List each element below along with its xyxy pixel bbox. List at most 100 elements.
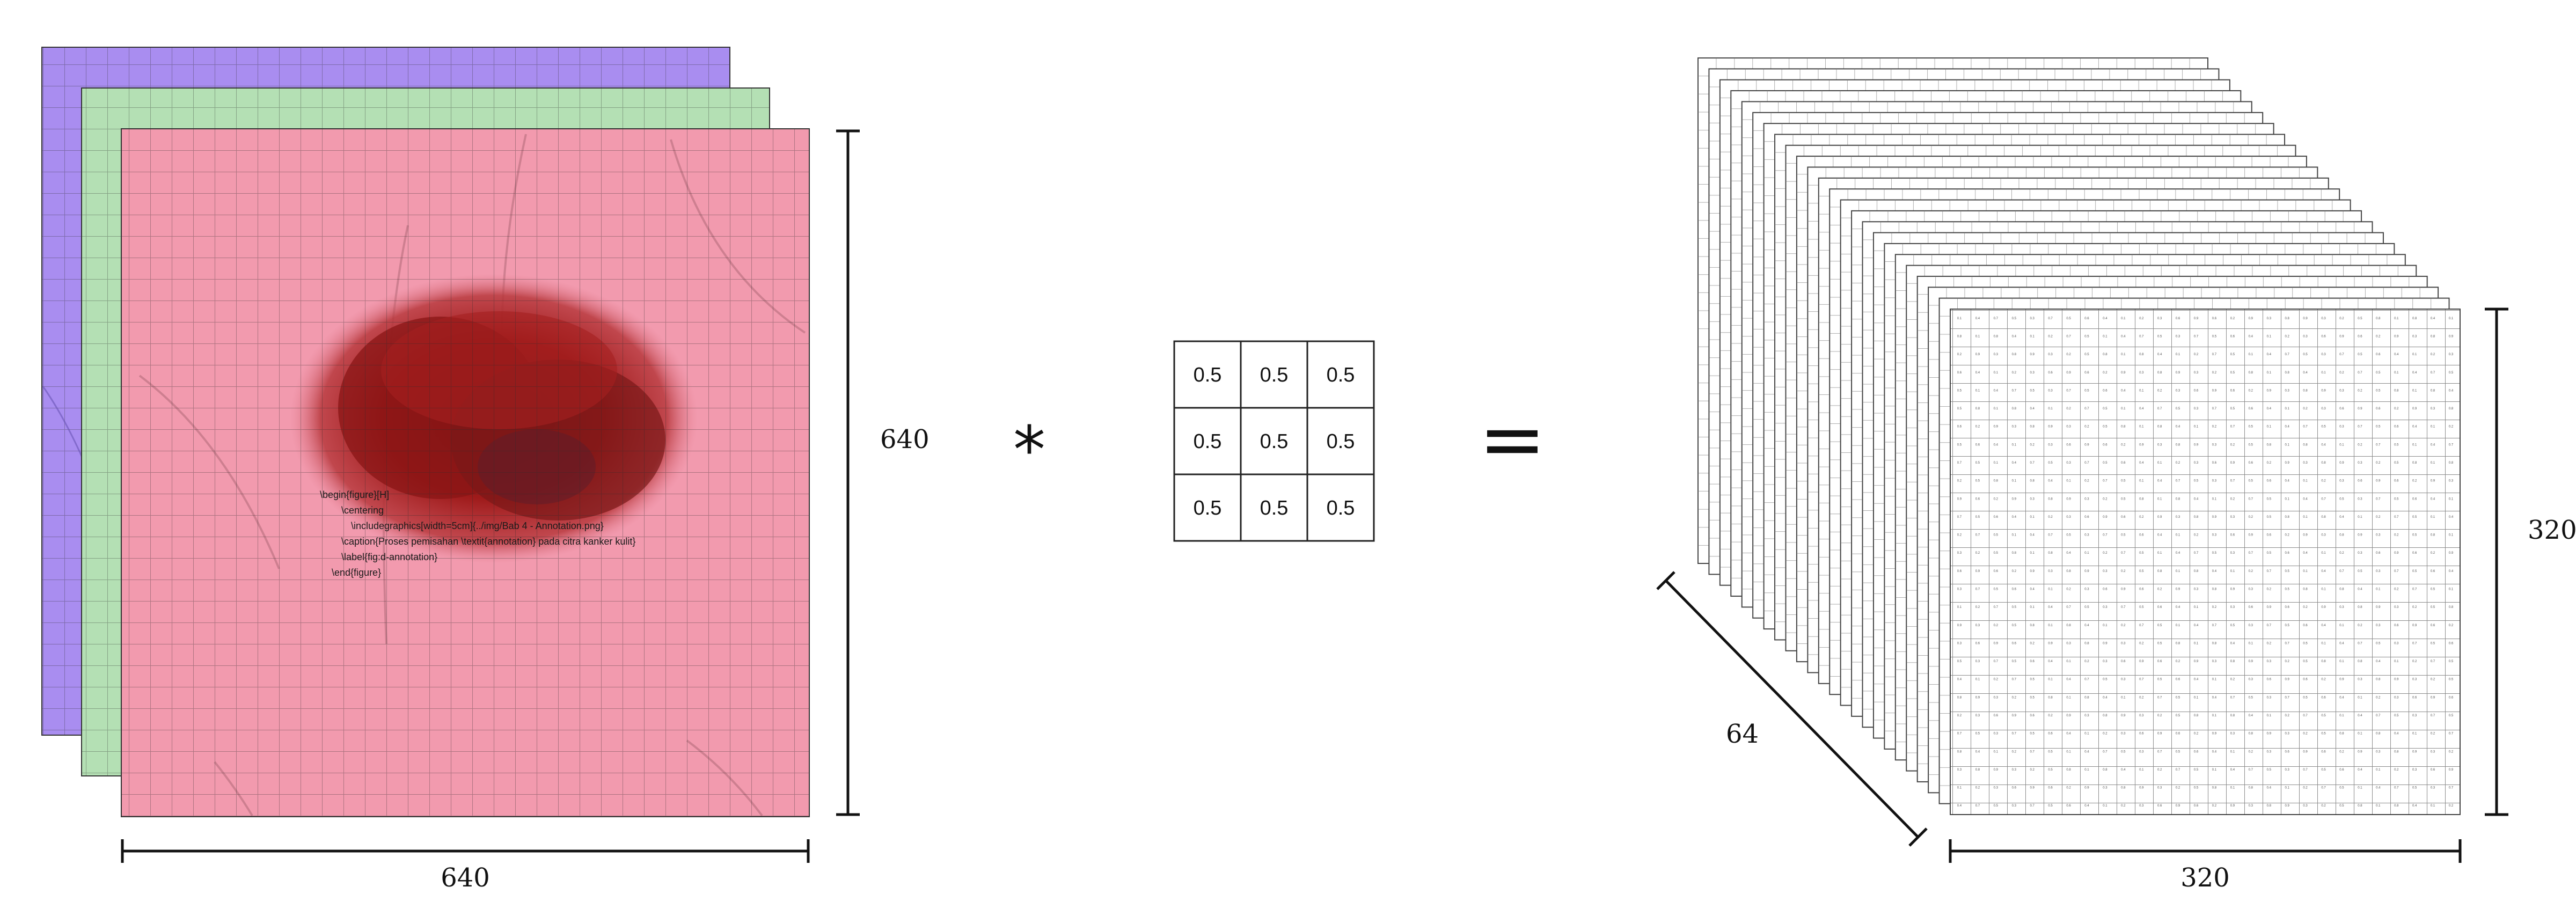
feature-value: 0.1 <box>2048 407 2053 410</box>
feature-value: 0.2 <box>2394 407 2399 410</box>
feature-value: 0.5 <box>2394 714 2399 717</box>
feature-value: 0.2 <box>2084 426 2089 429</box>
feature-value: 0.1 <box>1994 407 1999 410</box>
feature-value: 0.9 <box>2194 660 2199 663</box>
feature-value: 0.1 <box>1957 606 1962 609</box>
feature-value: 0.1 <box>2066 696 2071 699</box>
feature-value: 0.8 <box>2321 461 2326 465</box>
feature-value: 0.8 <box>2303 588 2308 591</box>
feature-value: 0.1 <box>2084 552 2089 555</box>
kernel-cell: 0.5 <box>1173 473 1242 542</box>
feature-value: 0.3 <box>2358 552 2362 555</box>
feature-value: 0.3 <box>2431 787 2435 790</box>
feature-value: 0.2 <box>1957 353 1962 356</box>
feature-value: 0.5 <box>2066 534 2071 537</box>
feature-value: 0.2 <box>2285 660 2290 663</box>
feature-value: 0.4 <box>1957 804 1962 808</box>
feature-value: 0.9 <box>2212 516 2217 519</box>
feature-value: 0.5 <box>2267 497 2272 501</box>
feature-value: 0.4 <box>2358 714 2362 717</box>
feature-value: 0.6 <box>2157 804 2162 808</box>
feature-value: 0.3 <box>1994 787 1999 790</box>
feature-value: 0.5 <box>2084 389 2089 392</box>
feature-value: 0.4 <box>2267 787 2272 790</box>
feature-value: 0.4 <box>2431 497 2435 501</box>
feature-value: 0.8 <box>2412 461 2417 465</box>
feature-value: 0.7 <box>1975 588 1980 591</box>
feature-value: 0.6 <box>2121 461 2126 465</box>
feature-value: 0.9 <box>2321 606 2326 609</box>
feature-value: 0.9 <box>2103 642 2107 645</box>
feature-value: 0.8 <box>1957 750 1962 753</box>
feature-value: 0.6 <box>2121 660 2126 663</box>
feature-value: 0.7 <box>2431 660 2435 663</box>
feature-value: 0.4 <box>2176 552 2180 555</box>
feature-value: 0.9 <box>2194 443 2199 446</box>
feature-value: 0.7 <box>2176 480 2180 483</box>
feature-value: 0.1 <box>2358 696 2362 699</box>
feature-value: 0.3 <box>2157 317 2162 320</box>
feature-value: 0.6 <box>2121 516 2126 519</box>
feature-value: 0.2 <box>2358 389 2362 392</box>
feature-value: 0.5 <box>2048 768 2053 772</box>
feature-value: 0.2 <box>2212 426 2217 429</box>
kernel-cell: 0.5 <box>1306 473 1375 542</box>
feature-value: 0.5 <box>2303 642 2308 645</box>
feature-value: 0.1 <box>2176 534 2180 537</box>
feature-value: 0.6 <box>2449 642 2454 645</box>
feature-value: 0.2 <box>2048 335 2053 338</box>
feature-value: 0.4 <box>2394 353 2399 356</box>
feature-value: 0.9 <box>2194 317 2199 320</box>
feature-value: 0.8 <box>2139 353 2144 356</box>
feature-value: 0.1 <box>2066 660 2071 663</box>
feature-value: 0.8 <box>2321 660 2326 663</box>
feature-value: 0.8 <box>2103 353 2107 356</box>
feature-value: 0.5 <box>2358 353 2362 356</box>
feature-value: 0.7 <box>2249 552 2253 555</box>
feature-value: 0.1 <box>2285 787 2290 790</box>
feature-value: 0.2 <box>2449 426 2454 429</box>
feature-value: 0.2 <box>2249 516 2253 519</box>
feature-value: 0.8 <box>2339 732 2344 736</box>
feature-value: 0.5 <box>2012 606 2017 609</box>
feature-value: 0.2 <box>2358 624 2362 627</box>
feature-value: 0.3 <box>2358 461 2362 465</box>
feature-value: 0.2 <box>2321 678 2326 681</box>
feature-value: 0.9 <box>2412 624 2417 627</box>
feature-value: 0.4 <box>2084 804 2089 808</box>
feature-value: 0.1 <box>2212 497 2217 501</box>
feature-value: 0.1 <box>2321 588 2326 591</box>
feature-value: 0.2 <box>2358 443 2362 446</box>
feature-map-layer: 0.1 0.4 0.7 0.5 0.3 0.7 0.5 0.6 0.4 0.1 0.2 0.3 0.6 0… <box>1950 309 2461 815</box>
feature-value: 0.4 <box>2339 642 2344 645</box>
feature-value: 0.9 <box>2157 516 2162 519</box>
kernel-value: 0.5 <box>1260 430 1289 453</box>
kernel-value: 0.5 <box>1327 364 1355 386</box>
feature-value: 0.7 <box>2030 461 2035 465</box>
feature-value: 0.8 <box>2212 588 2217 591</box>
feature-value: 0.4 <box>2230 768 2235 772</box>
feature-value: 0.6 <box>2139 534 2144 537</box>
feature-value: 0.4 <box>2249 335 2253 338</box>
feature-value: 0.7 <box>2157 750 2162 753</box>
latex-line: \begin{figure}[H] <box>320 489 389 500</box>
feature-value: 0.9 <box>2321 389 2326 392</box>
feature-value: 0.4 <box>2212 570 2217 573</box>
feature-value: 0.7 <box>2303 714 2308 717</box>
feature-value: 0.2 <box>2157 389 2162 392</box>
feature-value: 0.7 <box>2449 443 2454 446</box>
feature-value: 0.2 <box>2285 534 2290 537</box>
feature-value: 0.1 <box>2376 804 2381 808</box>
feature-value: 0.3 <box>2066 642 2071 645</box>
feature-value: 0.8 <box>2267 443 2272 446</box>
feature-value: 0.7 <box>2376 714 2381 717</box>
feature-value: 0.3 <box>2048 443 2053 446</box>
feature-value: 0.9 <box>2121 714 2126 717</box>
feature-value: 0.1 <box>2121 696 2126 699</box>
feature-value: 0.3 <box>2267 696 2272 699</box>
feature-value: 0.3 <box>2103 606 2107 609</box>
feature-value: 0.3 <box>2339 389 2344 392</box>
feature-value: 0.6 <box>2285 552 2290 555</box>
feature-value: 0.1 <box>2358 732 2362 736</box>
input-width-dimension <box>121 839 810 863</box>
